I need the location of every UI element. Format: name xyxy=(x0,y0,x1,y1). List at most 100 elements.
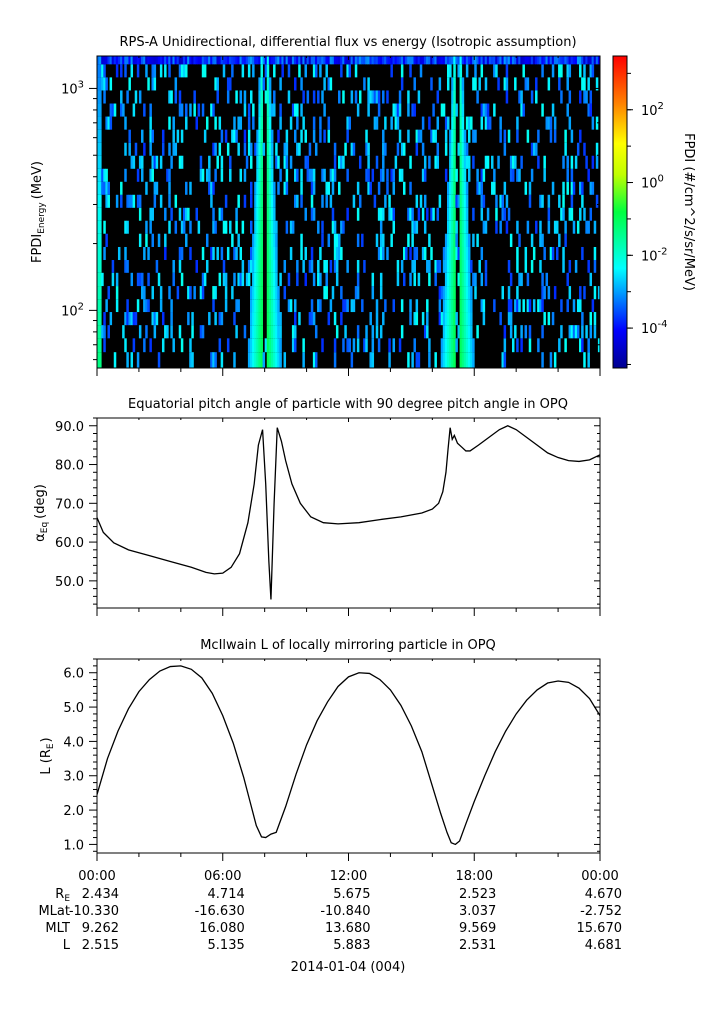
spectrogram-cell xyxy=(346,299,349,313)
spectrogram-cell xyxy=(562,260,565,273)
spectrogram-cell xyxy=(153,77,157,91)
spectrogram-cell xyxy=(455,194,458,208)
spectrogram-cell xyxy=(258,299,261,313)
spectrogram-cell xyxy=(428,352,431,368)
spectrogram-cell xyxy=(298,312,301,326)
spectrogram-cell xyxy=(109,77,113,91)
spectrogram-cell xyxy=(143,246,146,260)
spectrogram-cell xyxy=(172,142,175,156)
spectrogram-cell xyxy=(451,90,454,104)
spectrogram-cell xyxy=(226,55,230,65)
spectrogram-cell xyxy=(155,260,159,273)
spectrogram-cell xyxy=(428,55,431,65)
spectrogram-cell xyxy=(574,155,578,169)
spectrogram-cell xyxy=(461,260,465,273)
spectrogram-cell xyxy=(384,299,387,313)
spectrogram-cell xyxy=(541,325,544,339)
spectrogram-cell xyxy=(474,77,477,91)
spectrogram-cell xyxy=(434,272,437,287)
spectrogram-cell xyxy=(174,55,178,65)
spectrogram-cell xyxy=(419,55,423,65)
spectrogram-cell xyxy=(141,155,144,169)
spectrogram-cell xyxy=(409,299,412,313)
spectrogram-cell xyxy=(304,55,307,65)
spectrogram-cell xyxy=(453,220,456,234)
spectrogram-cell xyxy=(153,181,157,195)
spectrogram-cell xyxy=(549,116,553,130)
spectrogram-cell xyxy=(499,129,502,143)
spectrogram-cell xyxy=(224,220,228,234)
spectrogram-cell xyxy=(273,194,276,208)
spectrogram-cell xyxy=(352,338,356,353)
spectrogram-cell xyxy=(442,246,446,260)
spectrogram-cell xyxy=(289,220,293,234)
spectrogram-cell xyxy=(484,220,488,234)
spectrogram-cell xyxy=(354,286,358,300)
spectrogram-cell xyxy=(210,181,213,195)
spectrogram-cell xyxy=(526,220,530,234)
spectrogram-cell xyxy=(451,233,454,247)
spectrogram-cell xyxy=(275,338,278,353)
spectrogram-cell xyxy=(579,90,582,104)
spectrogram-cell xyxy=(436,55,440,65)
spectrogram-cell xyxy=(126,194,129,208)
spectrogram-cell xyxy=(141,129,144,143)
spectrogram-cell xyxy=(266,338,270,353)
spectrogram-cell xyxy=(472,272,475,287)
spectrogram-cell xyxy=(499,55,502,65)
spectrogram-cell xyxy=(323,286,326,300)
spectrogram-cell xyxy=(595,77,599,91)
spectrogram-cell xyxy=(126,352,129,368)
spectrogram-title: RPS-A Unidirectional, differential flux … xyxy=(119,35,576,50)
spectrogram-cell xyxy=(388,55,391,65)
spectrogram-cell xyxy=(99,155,102,169)
spectrogram-cell xyxy=(266,299,270,313)
spectrogram-cell xyxy=(256,129,259,143)
spectrogram-cell xyxy=(172,338,175,353)
spectrogram-cell xyxy=(432,103,435,117)
spectrogram-cell xyxy=(218,207,222,221)
spectrogram-cell xyxy=(161,142,165,156)
spectrogram-cell xyxy=(266,286,270,300)
spectrogram-cell xyxy=(411,103,414,117)
spectrogram-cell xyxy=(461,286,465,300)
spectrogram-cell xyxy=(105,77,108,91)
spectrogram-cell xyxy=(298,142,301,156)
ephemeris-value: 9.262 xyxy=(82,921,119,936)
spectrogram-cell xyxy=(321,338,324,353)
spectrogram-cell xyxy=(583,64,586,78)
spectrogram-cell xyxy=(449,64,452,78)
spectrogram-cell xyxy=(250,142,253,156)
spectrogram-cell xyxy=(459,129,463,143)
spectrogram-cell xyxy=(233,272,236,287)
spectrogram-cell xyxy=(539,233,542,247)
spectrogram-cell xyxy=(526,77,530,91)
spectrogram-cell xyxy=(327,312,331,326)
spectrogram-cell xyxy=(260,338,263,353)
spectrogram-cell xyxy=(465,325,469,339)
spectrogram-cell xyxy=(101,181,104,195)
spectrogram-cell xyxy=(266,142,270,156)
spectrogram-cell xyxy=(151,77,154,91)
spectrogram-cell xyxy=(411,220,414,234)
spectrogram-cell xyxy=(329,299,333,313)
spectrogram-cell xyxy=(465,220,469,234)
spectrogram-cell xyxy=(377,338,381,353)
spectrogram-cell xyxy=(270,299,274,313)
spectrogram-cell xyxy=(499,220,502,234)
spectrogram-cell xyxy=(528,299,532,313)
spectrogram-cell xyxy=(421,55,425,65)
spectrogram-cell xyxy=(99,142,102,156)
spectrogram-cell xyxy=(356,338,360,353)
spectrogram-cell xyxy=(308,312,312,326)
colorbar-tick-label: 102 xyxy=(641,101,664,119)
spectrogram-cell xyxy=(97,246,100,260)
spectrogram-cell xyxy=(268,168,272,182)
spectrogram-cell xyxy=(168,90,171,104)
spectrogram-cell xyxy=(428,260,431,273)
spectrogram-cell xyxy=(275,325,278,339)
spectrogram-cell xyxy=(423,194,427,208)
spectrogram-cell xyxy=(145,325,148,339)
spectrogram-cell xyxy=(210,246,213,260)
spectrogram-cell xyxy=(237,272,240,287)
